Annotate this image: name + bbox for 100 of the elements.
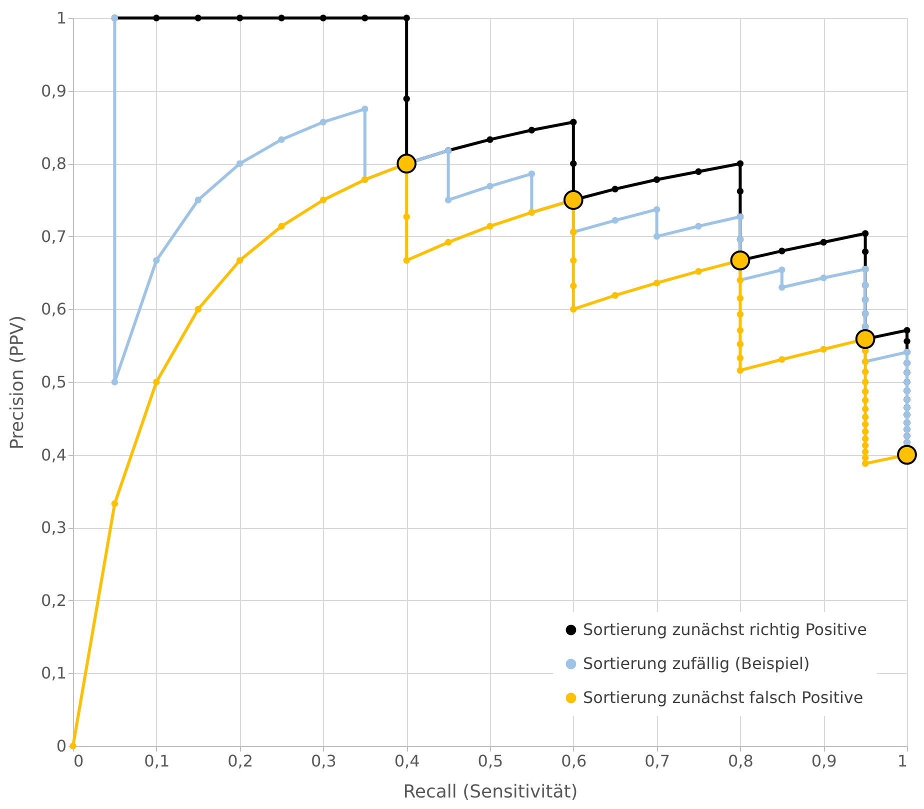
point	[570, 306, 577, 313]
point	[320, 118, 327, 126]
x-tick-label: 0,4	[394, 752, 420, 770]
point	[570, 160, 577, 167]
point	[736, 354, 744, 362]
point	[528, 170, 536, 178]
point	[862, 420, 869, 428]
point	[862, 396, 869, 404]
point	[736, 294, 744, 302]
y-tick-label: 0	[56, 736, 66, 756]
x-tick-label: 0,1	[144, 752, 170, 770]
point	[862, 378, 869, 386]
point	[736, 310, 744, 318]
point	[897, 444, 917, 465]
y-tick-label: 0,5	[41, 372, 66, 392]
point	[320, 196, 327, 204]
point	[653, 233, 660, 240]
point	[778, 266, 786, 274]
point	[486, 182, 494, 190]
point	[111, 378, 118, 386]
point	[153, 257, 160, 264]
x-tick-label: 0,9	[811, 752, 837, 770]
x-tick-label: 0,6	[561, 752, 587, 770]
point	[236, 14, 244, 22]
point	[570, 118, 577, 126]
point	[563, 190, 584, 210]
legend-label: Sortierung zunächst falsch Positive	[583, 688, 864, 707]
point	[612, 292, 618, 299]
legend-label: Sortierung zunächst richtig Positive	[583, 620, 867, 639]
point	[778, 248, 786, 254]
point	[486, 222, 494, 230]
y-tick-label: 0,6	[41, 300, 66, 319]
point	[778, 284, 786, 291]
point	[612, 217, 618, 224]
point	[695, 268, 702, 275]
point	[570, 257, 577, 264]
point	[736, 160, 744, 167]
point	[736, 326, 744, 334]
point	[862, 448, 869, 456]
point	[862, 454, 869, 462]
y-tick-label: 0,7	[41, 226, 66, 246]
y-axis-title: Precision (PPV)	[7, 315, 28, 450]
point	[403, 257, 410, 264]
point	[862, 435, 869, 442]
point	[444, 196, 452, 204]
point	[695, 168, 702, 175]
point	[403, 14, 410, 22]
point	[862, 248, 869, 256]
point	[736, 340, 744, 348]
legend-label: Sortierung zufällig (Beispiel)	[583, 654, 810, 673]
y-tick-label: 0,4	[41, 445, 66, 464]
y-tick-label: 0,8	[41, 154, 66, 174]
point	[362, 14, 368, 22]
point	[612, 186, 618, 192]
x-tick-label: 0,3	[310, 752, 336, 770]
point	[194, 14, 202, 22]
point	[194, 306, 202, 313]
point	[396, 154, 417, 174]
point	[862, 368, 869, 376]
point	[820, 346, 827, 353]
x-tick-label: 0,7	[644, 752, 670, 770]
point	[862, 428, 869, 435]
point	[862, 414, 869, 420]
point	[862, 388, 869, 395]
x-tick-label: 0,2	[228, 752, 254, 770]
point	[653, 280, 660, 286]
y-tick-label: 0,9	[41, 81, 66, 100]
point	[736, 188, 744, 195]
point	[904, 338, 910, 345]
point	[403, 213, 410, 220]
point	[236, 257, 244, 264]
point	[320, 14, 327, 22]
point	[278, 136, 285, 143]
point	[653, 206, 660, 213]
x-axis-title: Recall (Sensitivität)	[403, 782, 578, 802]
point	[855, 329, 876, 349]
point	[362, 106, 368, 112]
point	[736, 367, 744, 374]
point	[653, 176, 660, 183]
point	[820, 238, 827, 246]
x-tick-label: 0	[74, 752, 84, 770]
point	[486, 136, 494, 143]
x-tick-label: 1	[897, 752, 908, 770]
x-tick-label: 0,5	[478, 752, 504, 770]
point	[153, 378, 160, 386]
point	[403, 95, 410, 102]
point	[153, 14, 160, 22]
point	[444, 238, 452, 246]
point	[111, 500, 118, 507]
x-tick-label: 0,8	[728, 752, 754, 770]
point	[695, 222, 702, 230]
point	[570, 282, 577, 290]
point	[528, 126, 536, 134]
point	[194, 196, 202, 204]
point	[862, 442, 869, 449]
point	[862, 460, 869, 467]
point	[820, 274, 827, 282]
point	[278, 222, 285, 230]
y-tick-label: 0,1	[41, 664, 66, 683]
point	[278, 14, 285, 22]
